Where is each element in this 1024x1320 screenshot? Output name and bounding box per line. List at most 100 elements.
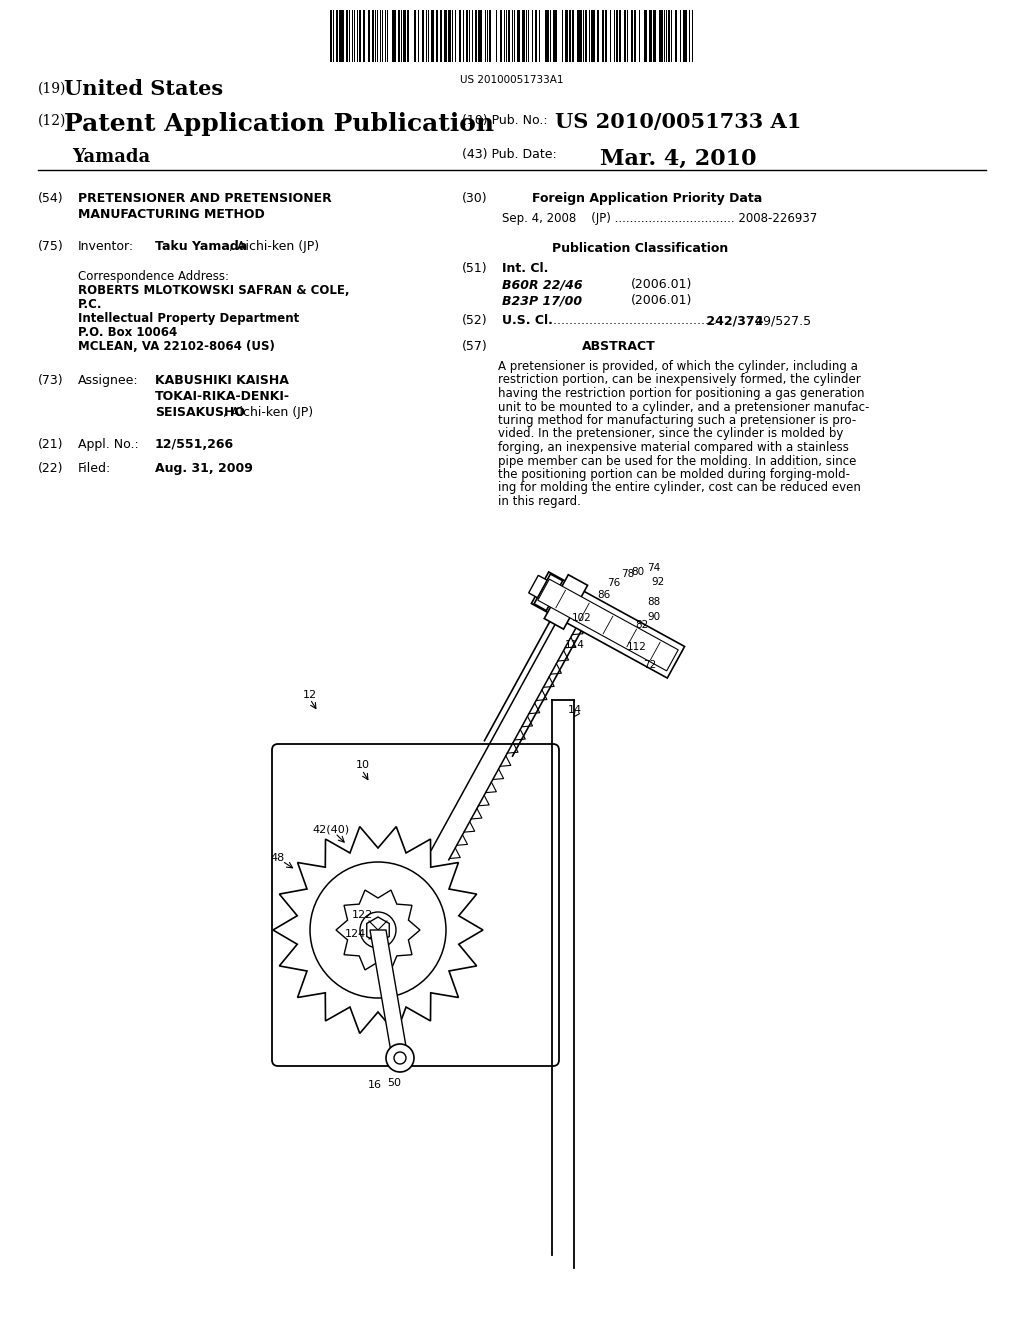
- Text: , Aichi-ken (JP): , Aichi-ken (JP): [229, 240, 319, 253]
- Bar: [500, 11, 502, 62]
- Text: turing method for manufacturing such a pretensioner is pro-: turing method for manufacturing such a p…: [498, 414, 856, 426]
- Text: MANUFACTURING METHOD: MANUFACTURING METHOD: [78, 209, 265, 220]
- Text: having the restriction portion for positioning a gas generation: having the restriction portion for posit…: [498, 387, 864, 400]
- Text: 86: 86: [597, 590, 610, 601]
- Text: in this regard.: in this regard.: [498, 495, 581, 508]
- Text: 16: 16: [368, 1080, 382, 1090]
- Text: Mar. 4, 2010: Mar. 4, 2010: [600, 148, 757, 170]
- Bar: [572, 11, 574, 62]
- Bar: [339, 11, 344, 62]
- Text: 124: 124: [345, 929, 367, 939]
- Text: (51): (51): [462, 261, 487, 275]
- Text: (19): (19): [38, 82, 67, 96]
- Text: forging, an inexpensive material compared with a stainless: forging, an inexpensive material compare…: [498, 441, 849, 454]
- Bar: [616, 11, 618, 62]
- Text: 48: 48: [270, 853, 285, 863]
- Text: ROBERTS MLOTKOWSKI SAFRAN & COLE,: ROBERTS MLOTKOWSKI SAFRAN & COLE,: [78, 284, 349, 297]
- Text: P.C.: P.C.: [78, 298, 102, 312]
- Bar: [459, 11, 461, 62]
- Text: ABSTRACT: ABSTRACT: [582, 341, 655, 352]
- Bar: [362, 11, 365, 62]
- Text: 122: 122: [352, 909, 374, 920]
- Bar: [585, 11, 587, 62]
- Text: 12: 12: [303, 690, 317, 700]
- Bar: [545, 11, 549, 62]
- Bar: [569, 11, 571, 62]
- Text: Foreign Application Priority Data: Foreign Application Priority Data: [532, 191, 762, 205]
- Bar: [431, 11, 434, 62]
- Bar: [577, 11, 582, 62]
- Text: Int. Cl.: Int. Cl.: [502, 261, 549, 275]
- Bar: [644, 11, 647, 62]
- Bar: [368, 11, 370, 62]
- Text: Publication Classification: Publication Classification: [552, 242, 728, 255]
- Text: (21): (21): [38, 438, 63, 451]
- Text: 80: 80: [631, 568, 644, 577]
- Text: (73): (73): [38, 374, 63, 387]
- Text: U.S. Cl.: U.S. Cl.: [502, 314, 553, 327]
- Text: Appl. No.:: Appl. No.:: [78, 438, 138, 451]
- Polygon shape: [535, 574, 563, 611]
- Text: B60R 22/46: B60R 22/46: [502, 279, 583, 290]
- Text: 50: 50: [387, 1078, 401, 1088]
- Bar: [489, 11, 490, 62]
- Bar: [565, 11, 568, 62]
- Text: 78: 78: [621, 569, 634, 579]
- Bar: [475, 11, 477, 62]
- Text: 82: 82: [635, 620, 648, 630]
- Text: SEISAKUSHO: SEISAKUSHO: [155, 407, 245, 418]
- Polygon shape: [531, 572, 685, 678]
- Text: 14: 14: [568, 705, 582, 715]
- Text: unit to be mounted to a cylinder, and a pretensioner manufac-: unit to be mounted to a cylinder, and a …: [498, 400, 869, 413]
- Text: Patent Application Publication: Patent Application Publication: [63, 112, 495, 136]
- Bar: [359, 11, 361, 62]
- Text: vided. In the pretensioner, since the cylinder is molded by: vided. In the pretensioner, since the cy…: [498, 428, 844, 441]
- Text: 112: 112: [627, 642, 647, 652]
- Bar: [392, 11, 396, 62]
- Text: 242/374: 242/374: [702, 314, 763, 327]
- Text: 12/551,266: 12/551,266: [155, 438, 234, 451]
- Text: 76: 76: [607, 578, 621, 587]
- Text: restriction portion, can be inexpensively formed, the cylinder: restriction portion, can be inexpensivel…: [498, 374, 861, 387]
- Text: (54): (54): [38, 191, 63, 205]
- Text: Yamada: Yamada: [72, 148, 151, 166]
- Bar: [624, 11, 626, 62]
- Bar: [372, 11, 374, 62]
- Bar: [336, 11, 338, 62]
- Bar: [414, 11, 416, 62]
- Bar: [653, 11, 656, 62]
- Text: 114: 114: [565, 640, 585, 649]
- Bar: [668, 11, 670, 62]
- Text: (2006.01): (2006.01): [631, 294, 692, 308]
- Text: PRETENSIONER AND PRETENSIONER: PRETENSIONER AND PRETENSIONER: [78, 191, 332, 205]
- Text: 42(40): 42(40): [312, 825, 349, 836]
- Bar: [517, 11, 520, 62]
- Bar: [466, 11, 468, 62]
- Bar: [403, 11, 406, 62]
- Text: (43) Pub. Date:: (43) Pub. Date:: [462, 148, 557, 161]
- Text: .........................................: ........................................…: [549, 314, 717, 327]
- Text: US 2010/0051733 A1: US 2010/0051733 A1: [555, 112, 802, 132]
- Bar: [330, 11, 332, 62]
- Bar: [508, 11, 510, 62]
- Polygon shape: [367, 917, 389, 942]
- Circle shape: [360, 912, 396, 948]
- Text: Filed:: Filed:: [78, 462, 112, 475]
- Bar: [422, 11, 424, 62]
- Bar: [407, 11, 409, 62]
- Text: Intellectual Property Department: Intellectual Property Department: [78, 312, 299, 325]
- Text: , Aichi-ken (JP): , Aichi-ken (JP): [223, 407, 313, 418]
- Polygon shape: [528, 576, 547, 598]
- Text: 74: 74: [647, 564, 660, 573]
- Text: 92: 92: [651, 577, 665, 587]
- Bar: [449, 11, 451, 62]
- Text: (10) Pub. No.:: (10) Pub. No.:: [462, 114, 548, 127]
- Text: (22): (22): [38, 462, 63, 475]
- Bar: [444, 11, 447, 62]
- Text: P.O. Box 10064: P.O. Box 10064: [78, 326, 177, 339]
- Text: 88: 88: [647, 597, 660, 607]
- Bar: [618, 11, 621, 62]
- Bar: [602, 11, 604, 62]
- Circle shape: [394, 1052, 406, 1064]
- Text: 10: 10: [356, 760, 370, 770]
